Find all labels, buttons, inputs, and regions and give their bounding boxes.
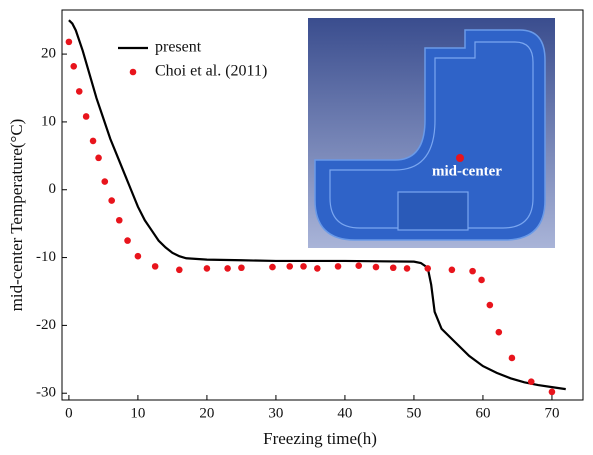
data-point	[424, 265, 431, 272]
y-tick-label: -30	[36, 385, 56, 401]
data-point	[335, 263, 342, 270]
data-point	[116, 217, 123, 224]
data-point	[390, 264, 397, 271]
x-tick-label: 20	[199, 405, 214, 421]
y-tick-label: -10	[36, 249, 56, 265]
y-axis-label: mid-center Temperature(°C)	[7, 119, 26, 312]
data-point	[83, 113, 90, 120]
legend-marker	[130, 69, 137, 76]
data-point	[269, 264, 276, 271]
data-point	[449, 266, 456, 273]
data-point	[238, 264, 245, 271]
x-axis-label: Freezing time(h)	[263, 429, 377, 448]
inset-image: mid-center	[308, 18, 555, 248]
data-point	[124, 237, 131, 244]
data-point	[135, 253, 142, 260]
data-point	[496, 329, 503, 336]
data-point	[66, 39, 73, 46]
data-point	[176, 266, 183, 273]
x-tick-label: 60	[475, 405, 490, 421]
data-point	[487, 302, 494, 309]
x-tick-label: 30	[268, 405, 283, 421]
y-tick-label: 0	[49, 181, 57, 197]
data-point	[404, 265, 411, 272]
x-tick-label: 10	[130, 405, 145, 421]
data-point	[224, 265, 231, 272]
data-point	[108, 197, 115, 204]
legend-label: Choi et al. (2011)	[155, 63, 267, 80]
y-tick-label: -20	[36, 317, 56, 333]
data-point	[469, 268, 476, 275]
data-point	[90, 138, 97, 145]
legend-label: present	[155, 39, 202, 56]
data-point	[76, 88, 83, 95]
data-point	[286, 263, 293, 270]
data-point	[355, 262, 362, 269]
data-point	[300, 263, 307, 270]
data-point	[314, 265, 321, 272]
data-point	[509, 355, 516, 362]
data-point	[95, 155, 102, 162]
data-point	[70, 63, 77, 70]
y-tick-label: 20	[41, 46, 56, 62]
data-point	[549, 389, 556, 396]
y-tick-label: 10	[41, 113, 56, 129]
x-tick-label: 0	[65, 405, 73, 421]
data-point	[204, 265, 211, 272]
x-tick-label: 40	[337, 405, 352, 421]
data-point	[152, 263, 159, 270]
data-point	[478, 277, 485, 284]
inset-label: mid-center	[432, 163, 502, 179]
x-tick-label: 50	[406, 405, 421, 421]
chart: mid-center Freezing time(h) mid-center T…	[0, 0, 593, 455]
x-tick-label: 70	[544, 405, 559, 421]
data-point	[373, 264, 380, 271]
data-point	[101, 178, 108, 185]
data-point	[528, 378, 535, 385]
